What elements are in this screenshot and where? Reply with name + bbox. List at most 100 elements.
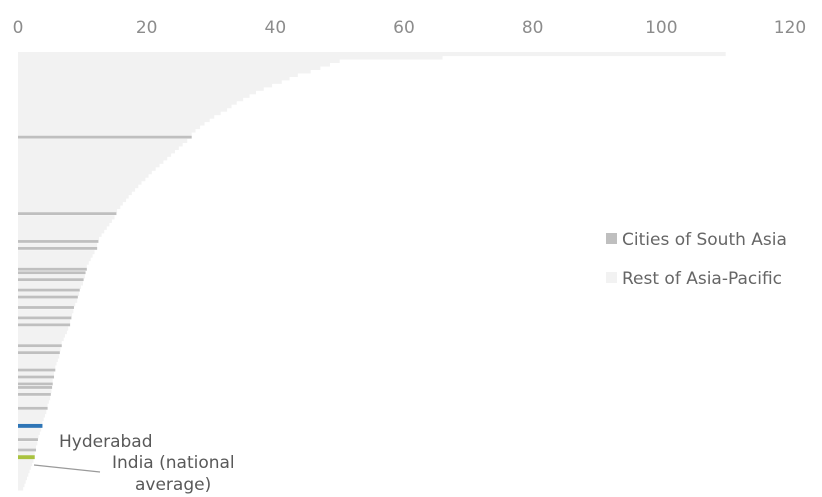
bar-rest-of-asia-pacific — [18, 430, 40, 435]
x-tick-label: 0 — [13, 18, 24, 38]
bar-rest-of-asia-pacific — [18, 472, 29, 477]
bar-rest-of-asia-pacific — [18, 159, 164, 164]
bar-rest-of-asia-pacific — [18, 333, 65, 338]
bar-rest-of-asia-pacific — [18, 330, 67, 335]
x-tick-label: 120 — [774, 18, 806, 38]
bar-rest-of-asia-pacific — [18, 72, 298, 77]
bar-rest-of-asia-pacific — [18, 309, 74, 314]
bar-rest-of-asia-pacific — [18, 163, 160, 168]
bar-city-of-south-asia — [18, 448, 37, 452]
bar-rest-of-asia-pacific — [18, 291, 80, 296]
bar-city-of-south-asia — [18, 406, 48, 410]
bar-hyderabad — [18, 423, 43, 428]
bar-rest-of-asia-pacific — [18, 298, 78, 303]
bar-rest-of-asia-pacific — [18, 208, 118, 213]
bar-rest-of-asia-pacific — [18, 462, 33, 467]
bar-city-of-south-asia — [18, 375, 55, 379]
bar-city-of-south-asia — [18, 271, 86, 275]
x-axis-ticks: 0 20 40 60 80 100 120 — [13, 18, 807, 38]
bar-city-of-south-asia — [18, 240, 99, 243]
bar-rest-of-asia-pacific — [18, 204, 121, 210]
bar-rest-of-asia-pacific — [18, 201, 123, 206]
bar-city-of-south-asia — [18, 267, 87, 271]
bar-rest-of-asia-pacific — [18, 465, 31, 470]
bar-city-of-south-asia — [18, 306, 74, 309]
bar-rest-of-asia-pacific — [18, 364, 56, 369]
bar-rest-of-asia-pacific — [18, 389, 52, 394]
bar-rest-of-asia-pacific — [18, 441, 38, 446]
bar-rest-of-asia-pacific — [18, 225, 107, 230]
bar-rest-of-asia-pacific — [18, 347, 61, 352]
bar-rest-of-asia-pacific — [18, 378, 53, 383]
bar-rest-of-asia-pacific — [18, 125, 201, 130]
bar-rest-of-asia-pacific — [18, 180, 142, 185]
bar-rest-of-asia-pacific — [18, 264, 87, 269]
bar-city-of-south-asia — [18, 344, 62, 348]
bar-city-of-south-asia — [18, 393, 51, 396]
bar-rest-of-asia-pacific — [18, 232, 102, 237]
bar-rest-of-asia-pacific — [18, 403, 48, 408]
bar-rest-of-asia-pacific — [18, 142, 183, 147]
annotations: Hyderabad India (national average) — [33, 432, 235, 495]
bar-rest-of-asia-pacific — [18, 326, 69, 331]
bar-india-national-average — [18, 455, 35, 460]
annotation-india-line1: India (national — [112, 453, 235, 473]
bar-city-of-south-asia — [18, 135, 192, 139]
bar-rest-of-asia-pacific — [18, 257, 91, 262]
bar-rest-of-asia-pacific — [18, 79, 282, 84]
bar-rest-of-asia-pacific — [18, 410, 47, 415]
bar-rest-of-asia-pacific — [18, 284, 82, 289]
bar-rest-of-asia-pacific — [18, 222, 110, 227]
bar-rest-of-asia-pacific — [18, 131, 192, 137]
bar-city-of-south-asia — [18, 316, 72, 320]
legend: Cities of South Asia Rest of Asia-Pacifi… — [606, 230, 787, 289]
bar-rest-of-asia-pacific — [18, 177, 146, 182]
bar-rest-of-asia-pacific — [18, 253, 93, 258]
bar-rest-of-asia-pacific — [18, 118, 210, 123]
x-tick-label: 100 — [645, 18, 677, 38]
bar-rest-of-asia-pacific — [18, 444, 37, 449]
bar-city-of-south-asia — [18, 323, 71, 327]
bar-city-of-south-asia — [18, 278, 84, 282]
bar-rest-of-asia-pacific — [18, 469, 30, 474]
bar-rest-of-asia-pacific — [18, 319, 71, 324]
bar-rest-of-asia-pacific — [18, 194, 129, 199]
bar-city-of-south-asia — [18, 295, 78, 299]
bar-rest-of-asia-pacific — [18, 107, 228, 112]
bar-rest-of-asia-pacific — [18, 76, 290, 81]
bar-rest-of-asia-pacific — [18, 128, 196, 133]
bar-rest-of-asia-pacific — [18, 476, 28, 481]
bar-rest-of-asia-pacific — [18, 83, 273, 88]
bar-city-of-south-asia — [18, 351, 60, 355]
bar-rest-of-asia-pacific — [18, 62, 331, 67]
bar-rest-of-asia-pacific — [18, 420, 43, 425]
bar-rest-of-asia-pacific — [18, 138, 188, 143]
bar-rest-of-asia-pacific — [18, 145, 179, 150]
bar-rest-of-asia-pacific — [18, 427, 42, 432]
bar-rest-of-asia-pacific — [18, 236, 100, 241]
annotation-india-line2: average) — [135, 475, 211, 495]
bar-rest-of-asia-pacific — [18, 55, 443, 60]
bar-rest-of-asia-pacific — [18, 152, 172, 157]
bar-city-of-south-asia — [18, 247, 98, 250]
bar-rest-of-asia-pacific — [18, 191, 132, 196]
bar-rest-of-asia-pacific — [18, 198, 127, 203]
bar-rest-of-asia-pacific — [18, 229, 105, 234]
bar-city-of-south-asia — [18, 368, 56, 372]
bar-city-of-south-asia — [18, 438, 38, 441]
x-tick-label: 80 — [522, 18, 544, 38]
legend-swatch-rest — [606, 272, 617, 283]
bar-rest-of-asia-pacific — [18, 114, 215, 119]
bar-rest-of-asia-pacific — [18, 90, 257, 95]
bar-rest-of-asia-pacific — [18, 354, 60, 359]
legend-label-rest: Rest of Asia-Pacific — [622, 269, 782, 289]
bar-rest-of-asia-pacific — [18, 483, 25, 488]
bar-city-of-south-asia — [18, 212, 117, 216]
bar-rest-of-asia-pacific — [18, 111, 221, 116]
bar-rest-of-asia-pacific — [18, 93, 250, 98]
bar-rest-of-asia-pacific — [18, 458, 34, 463]
bar-rest-of-asia-pacific — [18, 451, 35, 456]
bar-rest-of-asia-pacific — [18, 184, 139, 189]
annotation-leader-line — [33, 464, 101, 473]
bar-rest-of-asia-pacific — [18, 337, 64, 342]
